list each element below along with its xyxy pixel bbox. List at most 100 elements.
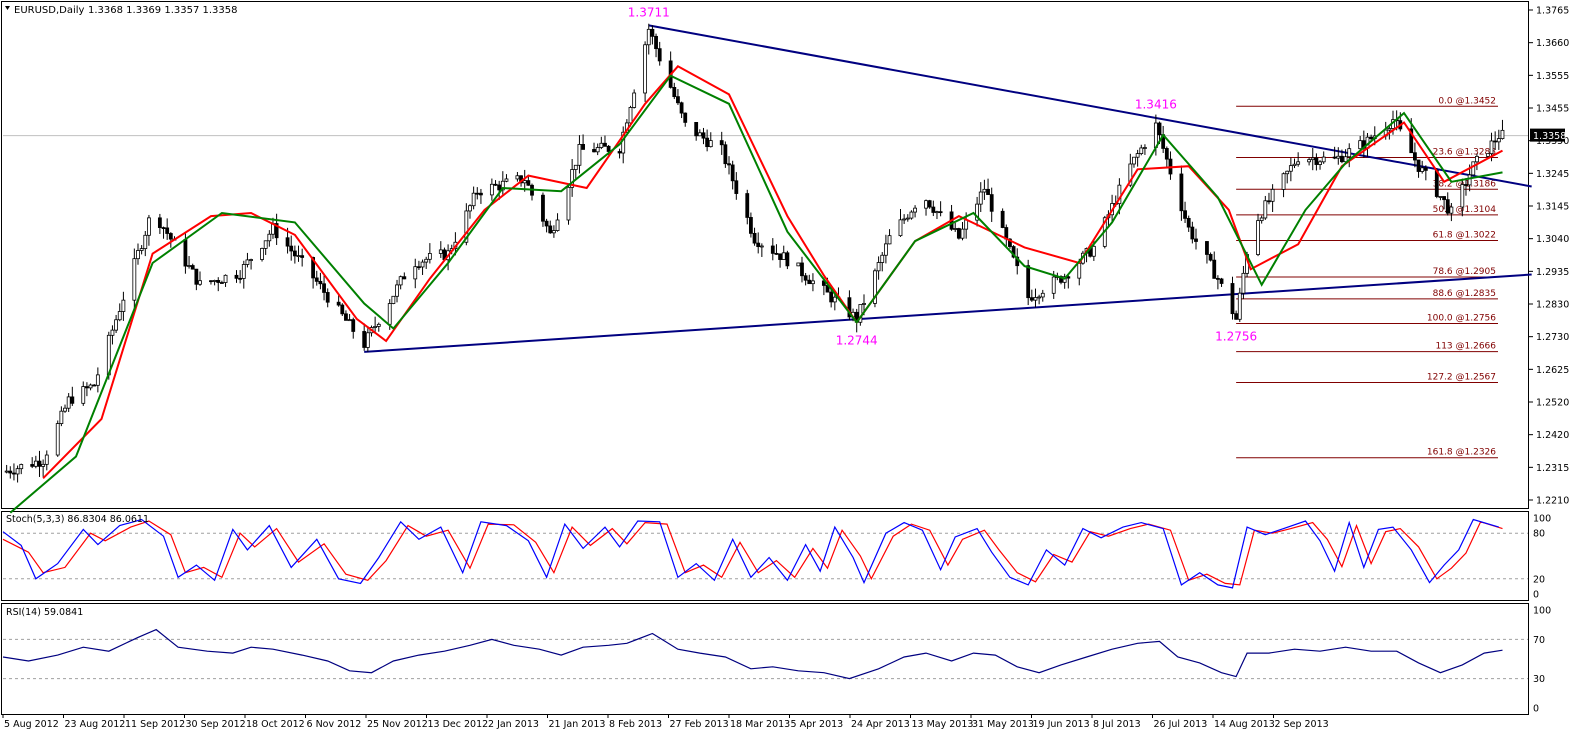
price-pane	[1, 1, 1529, 509]
candle-body	[1296, 161, 1301, 165]
candle-body	[468, 205, 472, 212]
candle-body	[322, 283, 326, 293]
price-tick-label: 1.2420	[1536, 430, 1569, 441]
candle-body	[365, 332, 370, 348]
candle-body	[117, 311, 122, 321]
candle-body	[522, 180, 527, 184]
candle-body	[136, 250, 140, 260]
candle-body	[216, 280, 221, 283]
candle-body	[223, 274, 228, 283]
rsi-tick-label: 70	[1533, 635, 1545, 646]
time-tick-label: 5 Apr 2013	[791, 719, 844, 730]
price-annotation: 1.2744	[836, 333, 878, 347]
candle-body	[1449, 206, 1454, 214]
candle-body	[296, 255, 301, 258]
candle-body	[1321, 156, 1326, 163]
pane-frames	[1, 1, 1529, 715]
candle-body	[759, 245, 764, 248]
time-tick-label: 2 Jan 2013	[488, 719, 539, 730]
candle-body	[1179, 173, 1184, 212]
stoch-main-line	[2, 518, 1499, 589]
current-price-box	[1530, 128, 1565, 142]
candle-body	[883, 243, 888, 256]
time-tick-label: 2 Sep 2013	[1275, 719, 1329, 730]
candle-body	[1387, 128, 1392, 131]
candle-body	[1285, 170, 1290, 175]
rsi-line	[2, 628, 1503, 680]
candle-body	[606, 145, 611, 152]
candle-body	[274, 223, 279, 239]
candle-body	[938, 211, 943, 214]
candle-body	[887, 235, 892, 245]
candle-body	[95, 374, 100, 386]
price-tick-label: 1.3555	[1536, 71, 1569, 82]
moving-averages	[9, 65, 1503, 514]
dropdown-arrow-icon	[5, 6, 10, 10]
candle-body	[190, 265, 195, 270]
candle-body	[832, 296, 837, 303]
candle-body	[1369, 136, 1374, 140]
candle-body	[847, 297, 852, 318]
rsi-lines	[2, 628, 1528, 680]
candle-body	[781, 252, 786, 260]
rsi-title: RSI(14) 59.0841	[6, 607, 83, 618]
fib-level-label: 100.0 @1.2756	[1427, 314, 1496, 324]
candle-body	[318, 280, 323, 285]
candle-body	[876, 262, 881, 272]
candle-body	[344, 313, 348, 321]
ohlc-label: 1.3368 1.3369 1.3357 1.3358	[88, 5, 238, 16]
price-tick-label: 1.2625	[1536, 365, 1569, 376]
rsi-tick-label: 0	[1533, 704, 1539, 715]
candle-body	[544, 220, 549, 227]
candle-body	[66, 396, 71, 409]
trendlines	[364, 24, 1532, 353]
ma-fast-line	[42, 65, 1503, 480]
candle-body	[37, 460, 42, 467]
fib-level-label: 23.6 @1.3288	[1433, 147, 1497, 157]
candle-body	[194, 268, 199, 285]
candle-body	[55, 423, 60, 456]
candle-body	[398, 276, 403, 286]
candle-body	[701, 132, 706, 139]
candle-body	[427, 253, 432, 260]
candle-body	[1475, 155, 1479, 163]
candle-body	[161, 227, 166, 229]
candle-body	[1077, 262, 1082, 279]
price-tick-label: 1.3455	[1536, 104, 1569, 115]
candle-body	[927, 200, 932, 208]
stochastic-pane	[1, 511, 1529, 601]
candle-body	[1358, 140, 1363, 150]
candle-body	[209, 280, 213, 283]
candle-body	[953, 228, 958, 230]
time-tick-label: 14 Aug 2013	[1214, 719, 1275, 730]
candle-body	[697, 132, 702, 137]
time-tick-label: 31 May 2013	[972, 719, 1034, 730]
candle-body	[351, 319, 356, 332]
candle-body	[727, 163, 731, 166]
candle-body	[347, 319, 352, 322]
candle-body	[1029, 297, 1034, 301]
candle-body	[1135, 153, 1140, 158]
candle-body	[905, 217, 910, 220]
candle-body	[1413, 152, 1417, 161]
candle-body	[391, 295, 396, 304]
candle-body	[85, 386, 89, 389]
price-annotation: 1.2756	[1215, 330, 1257, 344]
candle-body	[548, 225, 553, 234]
candle-body	[676, 96, 680, 104]
candle-body	[1139, 147, 1144, 155]
price-tick-label: 1.2520	[1536, 398, 1569, 409]
candle-body	[1310, 157, 1315, 161]
candle-body	[212, 280, 217, 282]
candle-body	[603, 142, 607, 147]
candle-body	[526, 180, 531, 186]
candle-body	[41, 463, 46, 467]
candle-body	[340, 304, 345, 315]
candle-body	[935, 211, 939, 214]
fib-level-label: 78.6 @1.2905	[1433, 267, 1496, 277]
time-tick-label: 26 Jul 2013	[1154, 719, 1208, 730]
time-tick-label: 24 Apr 2013	[851, 719, 910, 730]
candle-body	[989, 194, 994, 212]
candle-body	[157, 217, 162, 228]
stochastic-title: Stoch(5,3,3) 86.8304 86.0611	[6, 514, 149, 525]
